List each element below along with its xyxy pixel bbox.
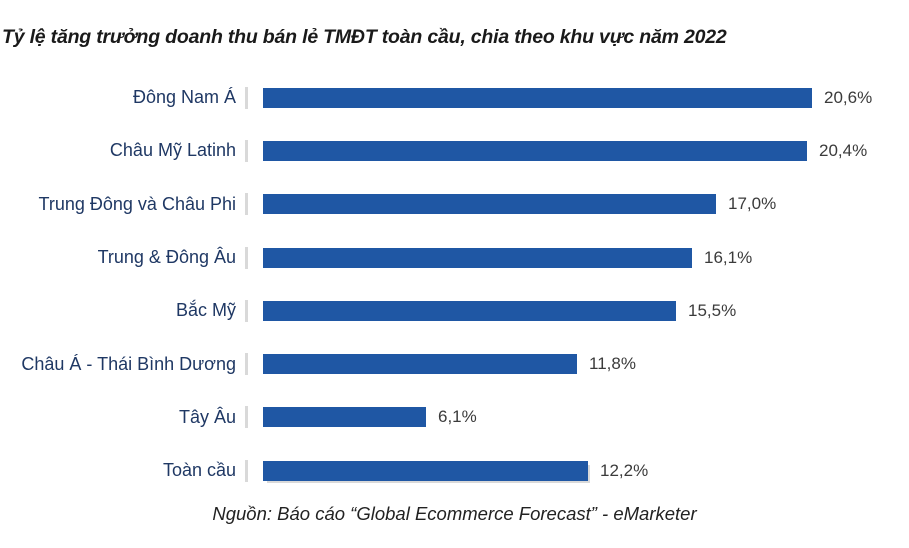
- bar-area: 12,2%: [263, 460, 909, 481]
- chart-row: Tây Âu 6,1%: [0, 391, 909, 444]
- bar: [263, 407, 426, 428]
- chart-row: Trung & Đông Âu 16,1%: [0, 231, 909, 284]
- chart-title: Tỷ lệ tăng trưởng doanh thu bán lẻ TMĐT …: [2, 26, 727, 48]
- category-label: Tây Âu: [178, 406, 236, 427]
- chart-row: Châu Mỹ Latinh 20,4%: [0, 124, 909, 177]
- source-note: Nguồn: Báo cáo “Global Ecommerce Forecas…: [212, 503, 697, 524]
- bar: [263, 354, 577, 375]
- bar: [263, 140, 807, 161]
- chart-row: Bắc Mỹ 15,5%: [0, 284, 909, 337]
- bar: [263, 194, 716, 215]
- plot-area: Đông Nam Á 20,6% Châu Mỹ Latinh 20,4% Trung …: [0, 71, 909, 497]
- bar-area: 15,5%: [263, 300, 909, 321]
- bar-area: 6,1%: [263, 407, 909, 428]
- category-label: Toàn cầu: [162, 460, 236, 481]
- bar: [263, 460, 588, 481]
- value-label: 11,8%: [589, 354, 636, 374]
- value-label: 12,2%: [600, 460, 649, 480]
- chart-row: Toàn cầu 12,2%: [0, 444, 909, 497]
- value-label: 20,4%: [819, 140, 868, 160]
- category-label: Trung & Đông Âu: [97, 247, 236, 268]
- category-label: Châu Á - Thái Bình Dương: [21, 353, 236, 374]
- axis-tick-mark: [245, 353, 248, 376]
- value-label: 20,6%: [824, 87, 873, 107]
- category-label: Bắc Mỹ: [175, 300, 236, 321]
- axis-tick-mark: [245, 299, 248, 322]
- value-label: 17,0%: [728, 194, 777, 214]
- category-label: Trung Đông và Châu Phi: [38, 193, 236, 214]
- value-label: 6,1%: [438, 407, 477, 427]
- bar-area: 20,4%: [263, 140, 909, 161]
- category-label: Châu Mỹ Latinh: [109, 140, 236, 161]
- axis-tick-mark: [245, 406, 248, 429]
- value-label: 15,5%: [688, 300, 737, 320]
- bar: [263, 87, 812, 108]
- bar: [263, 247, 692, 268]
- bar-area: 20,6%: [263, 87, 909, 108]
- axis-tick-mark: [245, 246, 248, 269]
- bar-area: 17,0%: [263, 194, 909, 215]
- chart-row: Đông Nam Á 20,6%: [0, 71, 909, 124]
- chart-row: Châu Á - Thái Bình Dương 11,8%: [0, 337, 909, 390]
- bar-area: 11,8%: [263, 354, 909, 375]
- value-label: 16,1%: [704, 247, 753, 267]
- chart-row: Trung Đông và Châu Phi 17,0%: [0, 178, 909, 231]
- bar-area: 16,1%: [263, 247, 909, 268]
- bar: [263, 300, 676, 321]
- axis-tick-mark: [245, 459, 248, 482]
- axis-tick-mark: [245, 139, 248, 162]
- category-label: Đông Nam Á: [132, 87, 236, 108]
- axis-tick-mark: [245, 193, 248, 216]
- axis-tick-mark: [245, 86, 248, 109]
